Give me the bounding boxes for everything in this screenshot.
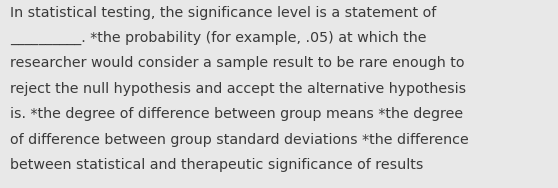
Text: researcher would consider a sample result to be rare enough to: researcher would consider a sample resul…: [10, 56, 465, 70]
Text: of difference between group standard deviations *the difference: of difference between group standard dev…: [10, 133, 469, 146]
Text: reject the null hypothesis and accept the alternative hypothesis: reject the null hypothesis and accept th…: [10, 82, 466, 96]
Text: In statistical testing, the significance level is a statement of: In statistical testing, the significance…: [10, 6, 436, 20]
Text: is. *the degree of difference between group means *the degree: is. *the degree of difference between gr…: [10, 107, 463, 121]
Text: between statistical and therapeutic significance of results: between statistical and therapeutic sign…: [10, 158, 424, 172]
Text: __________. *the probability (for example, .05) at which the: __________. *the probability (for exampl…: [10, 31, 426, 45]
